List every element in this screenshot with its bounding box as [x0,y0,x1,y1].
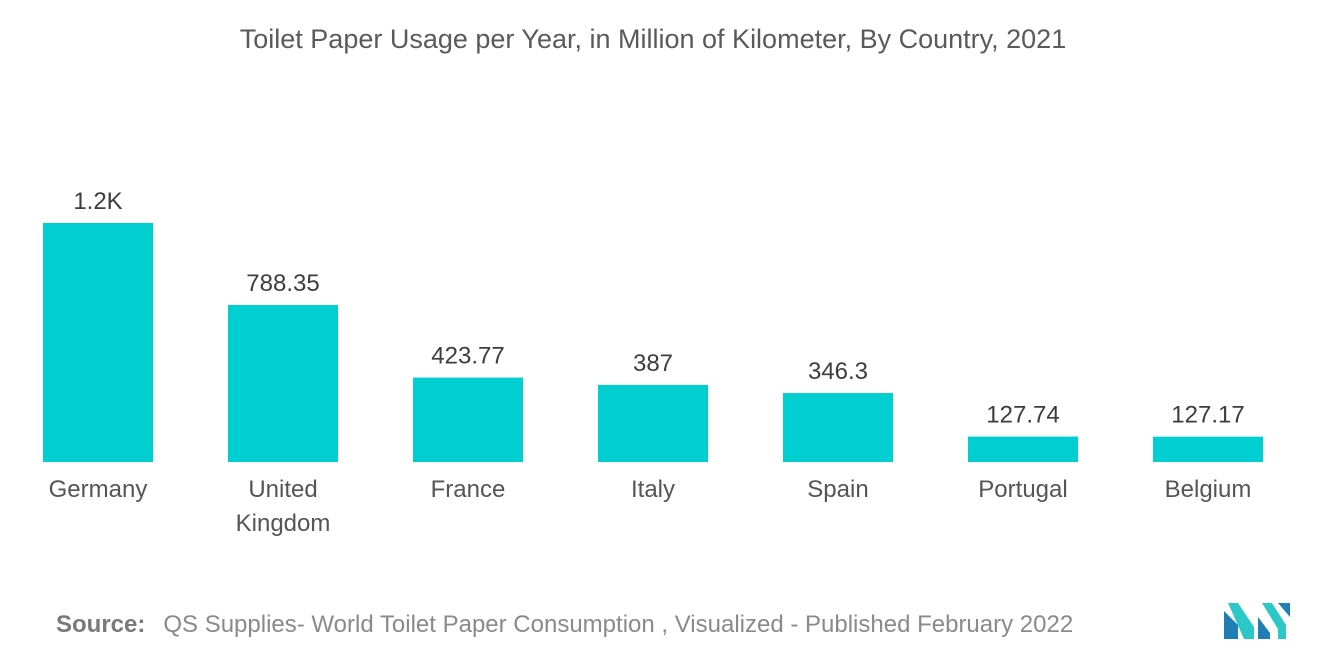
data-label: 423.77 [431,343,504,370]
x-tick-label: Germany [49,476,148,503]
data-label: 346.3 [808,358,868,385]
bar-belgium [1153,436,1263,462]
data-label: 127.74 [986,402,1059,429]
chart-title: Toilet Paper Usage per Year, in Million … [239,24,1067,54]
data-label: 1.2K [73,188,122,215]
bar-portugal [968,436,1078,462]
bar-spain [783,393,893,462]
bar-germany [43,223,153,462]
source-note: Source: QS Supplies- World Toilet Paper C… [56,611,1073,639]
source-text: QS Supplies- World Toilet Paper Consumpt… [163,611,1074,638]
source-label: Source: [56,611,146,638]
data-label: 387 [633,350,673,377]
x-tick-label: Portugal [978,476,1067,503]
data-label: 127.17 [1171,402,1244,429]
bar-chart: 1.2K Germany 788.35 United Kingdom 423.77 Fran… [43,188,1263,537]
x-tick-label: Belgium [1165,476,1252,503]
x-tick-label: Spain [807,476,868,503]
x-tick-label: France [431,476,506,503]
x-tick-label: Italy [631,476,675,503]
x-tick-label: United [248,476,317,503]
bar-france [413,377,523,462]
bar-italy [598,384,708,462]
mordor-intelligence-logo-icon [1224,603,1290,639]
bar-united-kingdom [228,304,338,462]
data-label: 788.35 [246,270,319,297]
x-tick-label: Kingdom [236,510,331,537]
